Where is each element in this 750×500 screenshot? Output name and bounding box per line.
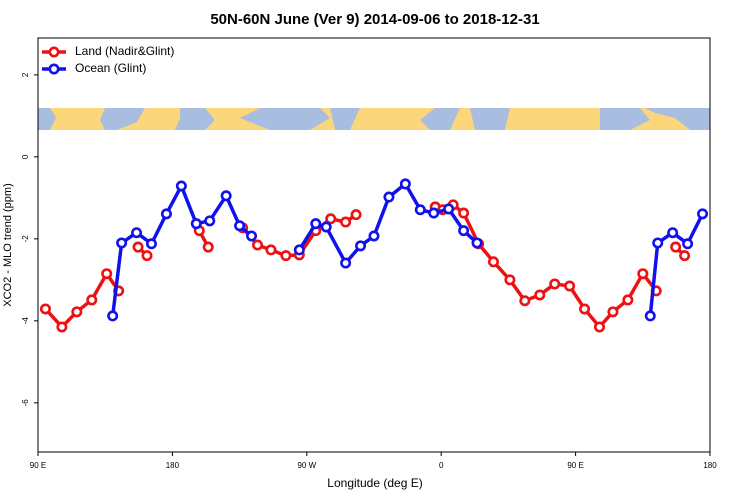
series-line	[110, 182, 705, 317]
data-point	[190, 218, 202, 230]
plot-frame	[37, 37, 711, 453]
data-point	[549, 278, 561, 290]
legend-marker	[48, 46, 60, 58]
data-point	[175, 180, 187, 192]
y-axis-label: XCO2 - MLO trend (ppm)	[2, 183, 14, 306]
data-point	[471, 237, 483, 249]
data-point	[652, 237, 664, 249]
data-point	[519, 295, 531, 307]
data-point	[141, 250, 153, 262]
y-tick-label: -4	[21, 317, 30, 325]
data-point	[350, 209, 362, 221]
data-point	[246, 230, 258, 242]
data-point	[310, 218, 322, 230]
data-point	[458, 225, 470, 237]
data-point	[414, 204, 426, 216]
legend-marker	[48, 63, 60, 75]
data-point	[534, 289, 546, 301]
data-point	[679, 250, 691, 262]
data-point	[107, 310, 119, 322]
data-point	[644, 310, 656, 322]
data-point	[204, 215, 216, 227]
data-point	[383, 191, 395, 203]
data-point	[86, 294, 98, 306]
legend-label: Ocean (Glint)	[75, 61, 146, 75]
data-point	[220, 190, 232, 202]
data-point	[145, 238, 157, 250]
data-point	[293, 244, 305, 256]
data-point	[667, 227, 679, 239]
legend-label: Land (Nadir&Glint)	[75, 44, 174, 58]
data-point	[131, 227, 143, 239]
data-point	[132, 241, 144, 253]
data-point	[504, 274, 516, 286]
data-point	[593, 321, 605, 333]
data-point	[116, 237, 128, 249]
data-point	[160, 208, 172, 220]
data-point	[428, 207, 440, 219]
data-point	[252, 239, 264, 251]
x-tick-label: 90 E	[30, 461, 46, 470]
x-tick-label: 180	[703, 461, 717, 470]
data-point	[564, 280, 576, 292]
data-point	[458, 207, 470, 219]
data-point	[265, 244, 277, 256]
x-tick-label: 90 W	[297, 461, 316, 470]
x-tick-label: 0	[439, 461, 444, 470]
data-point	[234, 220, 246, 232]
y-tick-label: 2	[21, 72, 30, 77]
x-tick-label: 90 E	[567, 461, 583, 470]
data-point	[682, 238, 694, 250]
data-point	[399, 178, 411, 190]
x-axis-label: Longitude (deg E)	[327, 476, 422, 490]
x-tick-label: 180	[166, 461, 180, 470]
data-point	[579, 303, 591, 315]
data-point	[101, 268, 113, 280]
data-point	[697, 208, 709, 220]
data-point	[325, 213, 337, 225]
y-tick-label: 0	[21, 154, 30, 159]
data-point	[320, 221, 332, 233]
data-point	[607, 306, 619, 318]
data-point	[637, 268, 649, 280]
data-point	[71, 306, 83, 318]
y-tick-label: -6	[21, 399, 30, 407]
data-point	[202, 241, 214, 253]
data-point	[56, 321, 68, 333]
data-point	[340, 257, 352, 269]
map-strip	[38, 108, 710, 130]
data-point	[39, 303, 51, 315]
data-point	[280, 250, 292, 262]
data-point	[355, 240, 367, 252]
data-point	[368, 230, 380, 242]
data-point	[443, 203, 455, 215]
y-tick-label: -2	[21, 235, 30, 243]
data-point	[487, 256, 499, 268]
data-point	[622, 294, 634, 306]
chart-title: 50N-60N June (Ver 9) 2014-09-06 to 2018-…	[210, 11, 539, 28]
data-point	[670, 241, 682, 253]
data-point	[340, 216, 352, 228]
